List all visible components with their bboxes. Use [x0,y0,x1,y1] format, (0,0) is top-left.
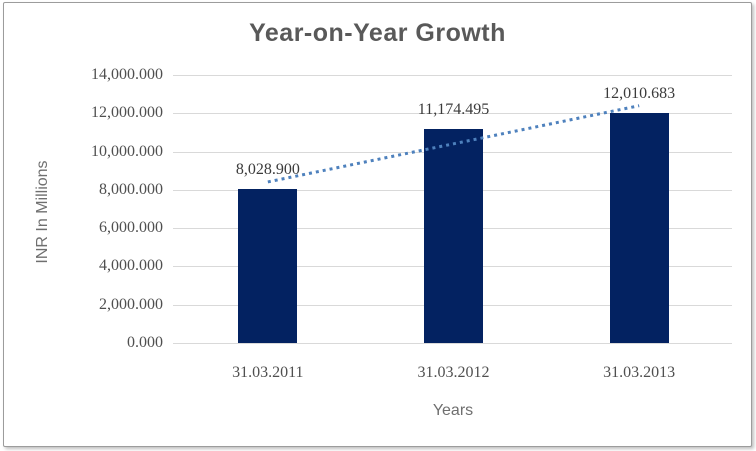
y-tick-label: 2,000.000 [99,295,163,313]
gridline [173,75,732,76]
y-tick-label: 4,000.000 [99,257,163,275]
bar-31.03.2012 [424,129,483,343]
y-tick-label: 12,000.000 [91,104,163,122]
data-label: 8,028.900 [235,161,300,179]
data-label: 12,010.683 [603,85,676,103]
gridline [173,343,732,344]
chart-frame: Year-on-Year Growth INR In Millions 0.00… [3,2,752,447]
y-tick-label: 8,000.000 [99,180,163,198]
data-label: 11,174.495 [417,101,490,119]
y-tick-label: 6,000.000 [99,219,163,237]
bar-31.03.2011 [238,189,298,343]
x-axis-title: Years [432,402,474,419]
y-tick-label: 14,000.000 [91,66,163,83]
x-tick-label: 31.03.2012 [417,364,490,381]
chart-title: Year-on-Year Growth [249,19,506,47]
bar-31.03.2013 [609,113,669,343]
y-tick-label: 10,000.000 [91,142,163,160]
x-tick-label: 31.03.2011 [232,364,304,381]
y-tick-label: 0.000 [127,334,163,351]
y-axis-title: INR In Millions [34,160,51,264]
x-tick-label: 31.03.2013 [603,364,676,381]
